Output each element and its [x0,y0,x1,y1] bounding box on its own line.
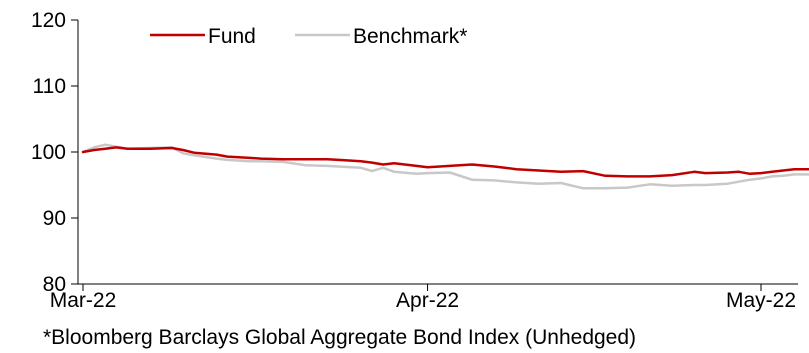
series-layer [81,143,809,190]
y-tick-label: 90 [43,207,66,230]
legend: Fund Benchmark* [150,25,467,48]
legend-label: Benchmark* [353,25,467,48]
y-tick-label: 110 [33,75,66,98]
x-tick-label: May-22 [726,289,796,312]
footnote: *Bloomberg Barclays Global Aggregate Bon… [43,326,637,349]
x-tick-label: Mar-22 [50,289,117,312]
y-axis: 80 90 100 110 120 [31,9,79,296]
legend-label: Fund [208,25,256,48]
x-tick-label: Apr-22 [396,289,459,312]
series-line-fund [81,146,809,178]
x-axis: Mar-22 Apr-22 May-22 [50,283,798,312]
series-line-benchmark [81,143,809,190]
y-tick-label: 120 [31,9,66,32]
y-tick-label: 100 [31,141,66,164]
y-tick-label: 80 [43,273,66,296]
